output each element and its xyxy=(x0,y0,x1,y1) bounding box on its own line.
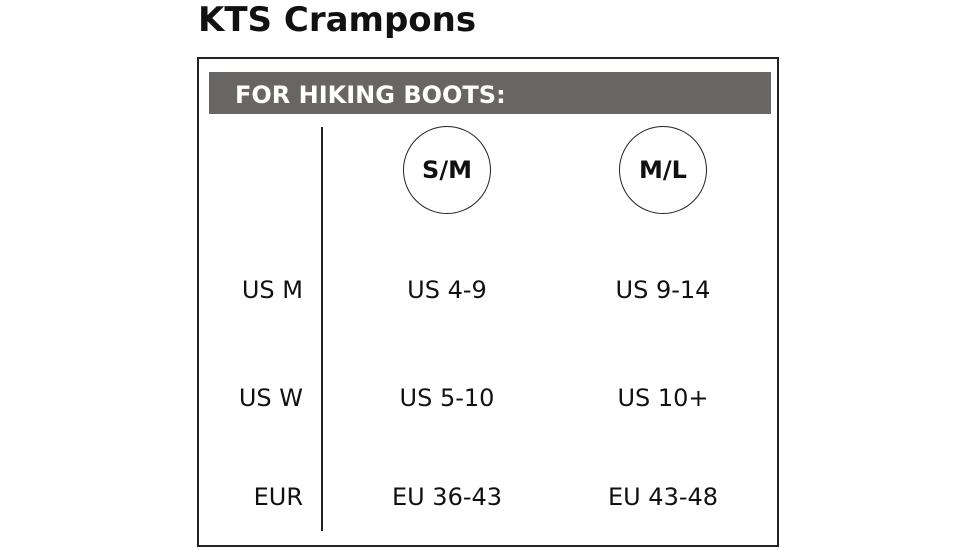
size-table: FOR HIKING BOOTS: S/M M/L US M US 4-9 US 9… xyxy=(197,57,779,547)
divider xyxy=(321,127,323,531)
title: KTS Crampons xyxy=(198,0,477,40)
size-cell: US 10+ xyxy=(617,384,709,412)
size-cell: US 9-14 xyxy=(615,276,711,304)
column-header: S/M xyxy=(403,126,491,214)
size-cell: EU 36-43 xyxy=(391,483,503,511)
section-header: FOR HIKING BOOTS: xyxy=(209,72,771,114)
row-label: US M xyxy=(241,276,303,304)
row-label: EUR xyxy=(253,483,303,511)
size-cell: EU 43-48 xyxy=(607,483,719,511)
size-cell: US 4-9 xyxy=(407,276,487,304)
column-header: M/L xyxy=(619,126,707,214)
size-cell: US 5-10 xyxy=(399,384,495,412)
row-label: US W xyxy=(238,384,303,412)
